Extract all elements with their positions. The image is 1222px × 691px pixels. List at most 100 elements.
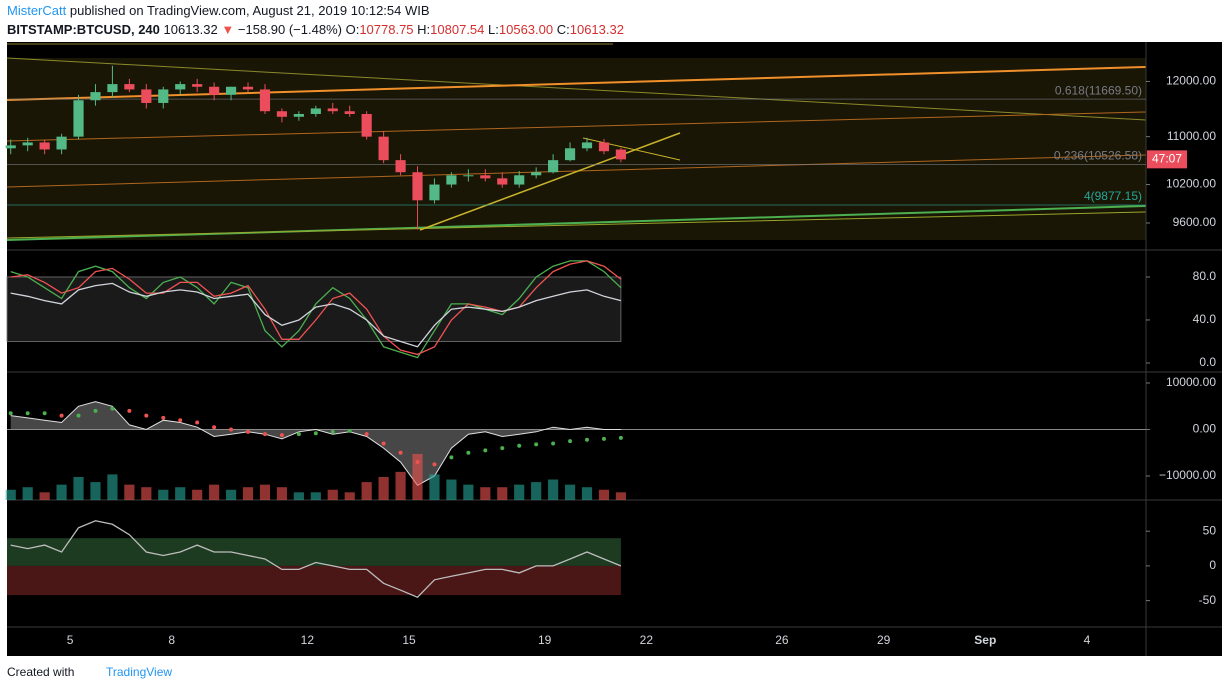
dot — [618, 435, 623, 440]
x-tick-label: 29 — [877, 633, 891, 647]
y-tick-label: 0.0 — [1199, 355, 1216, 369]
dot — [42, 411, 47, 416]
candle-body — [412, 172, 423, 201]
candle-body — [344, 111, 355, 114]
x-tick-label: 22 — [640, 633, 654, 647]
x-tick-label: 12 — [301, 633, 315, 647]
volume-bar — [310, 492, 321, 500]
dot — [25, 411, 30, 416]
candle-body — [564, 148, 576, 161]
volume-bar — [378, 476, 389, 500]
volume-bar — [581, 487, 593, 500]
volume-bar — [259, 484, 271, 500]
dot — [262, 432, 267, 437]
candle-body — [497, 178, 508, 185]
volume-bar — [615, 492, 626, 500]
trend-line — [6, 66, 1147, 101]
dot — [517, 443, 522, 448]
dot — [500, 446, 505, 451]
trend-line — [419, 132, 681, 231]
candle-body — [429, 184, 440, 201]
volume-bar — [327, 489, 338, 500]
candle-body — [581, 142, 593, 149]
dot — [195, 420, 200, 425]
volume-bar — [22, 487, 33, 500]
dot — [432, 462, 437, 467]
candle-body — [242, 86, 254, 90]
candle-body — [514, 175, 525, 185]
volume-bar — [429, 474, 440, 500]
series-line — [10, 282, 622, 348]
dot — [178, 418, 183, 423]
series-line — [10, 520, 622, 598]
countdown-tag — [1147, 150, 1187, 169]
dot — [585, 437, 590, 442]
dot — [364, 432, 369, 437]
x-tick-label: Sep — [974, 633, 996, 647]
dot — [93, 408, 98, 413]
candle-body — [361, 113, 372, 137]
dot — [246, 429, 251, 434]
dot — [534, 442, 539, 447]
dot — [229, 427, 234, 432]
volume-bar — [5, 489, 16, 500]
dot — [59, 413, 64, 418]
candle-body — [531, 172, 542, 176]
footer-brand: TradingView — [106, 665, 172, 679]
level-label: 4(9877.15) — [1084, 189, 1142, 203]
candle-body — [378, 136, 389, 161]
change: −158.90 (−1.48%) — [238, 22, 342, 37]
volume-bar — [480, 487, 491, 500]
candle-body — [310, 108, 321, 114]
candle-body — [56, 136, 67, 150]
trend-line — [6, 111, 1147, 142]
dot — [398, 450, 403, 455]
candle-body — [259, 89, 271, 112]
dot — [601, 436, 606, 441]
area-line — [10, 401, 621, 486]
candle-body — [22, 142, 33, 146]
h-value: 10807.54 — [430, 22, 484, 37]
y-tick-label: 0 — [1209, 558, 1216, 572]
band — [7, 538, 621, 566]
y-tick-label: -50 — [1199, 593, 1217, 607]
price: 10613.32 — [164, 22, 218, 37]
dot — [466, 450, 471, 455]
volume-bar — [564, 484, 576, 500]
level-label: 0.236(10526.58) — [1054, 149, 1142, 163]
dot — [483, 448, 488, 453]
y-tick-label: 12000.00 — [1166, 74, 1216, 88]
volume-bar — [598, 489, 610, 500]
volume-bar — [514, 484, 525, 500]
x-tick-label: 8 — [168, 633, 175, 647]
volume-bar — [531, 482, 542, 500]
header-line-2: BITSTAMP:BTCUSD, 240 10613.32 ▼ −158.90 … — [7, 22, 624, 37]
dot — [161, 415, 166, 420]
volume-bar — [548, 479, 559, 500]
volume-bar — [242, 487, 254, 500]
candle-body — [73, 100, 84, 137]
x-tick-label: 26 — [775, 633, 789, 647]
volume-bar — [225, 489, 237, 500]
candle-body — [158, 89, 169, 103]
volume-bar — [56, 484, 67, 500]
candle-body — [39, 142, 50, 150]
dot — [381, 441, 386, 446]
candle-body — [225, 86, 237, 95]
author: MisterCatt — [7, 3, 67, 18]
volume-bar — [412, 453, 423, 500]
volume-bar — [276, 487, 288, 500]
countdown: 47:07 — [1152, 152, 1182, 166]
l-value: 10563.00 — [499, 22, 553, 37]
trend-line — [582, 137, 681, 161]
y-tick-label: 0.00 — [1193, 422, 1217, 436]
l-label: L: — [488, 22, 499, 37]
candle-body — [141, 89, 152, 103]
dot — [110, 406, 115, 411]
candle-body — [276, 111, 288, 117]
o-label: O: — [346, 22, 360, 37]
area-fill — [10, 401, 621, 486]
trend-line — [6, 205, 1147, 241]
level-label: 0.618(11669.50) — [1055, 83, 1142, 97]
volume-bar — [175, 487, 186, 500]
